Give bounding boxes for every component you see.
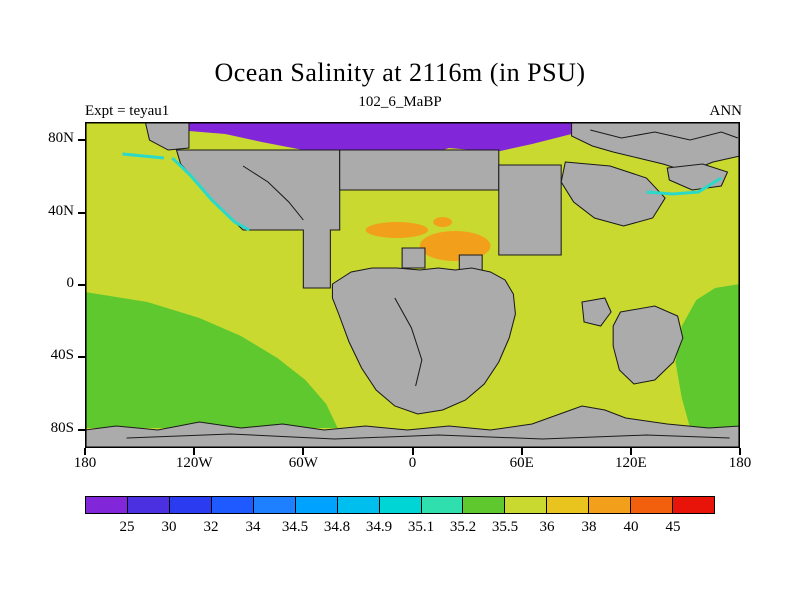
y-axis-tick	[78, 284, 85, 286]
y-axis-tick	[78, 428, 85, 431]
experiment-label: Expt = teyau1	[85, 103, 170, 119]
colorbar-label: 25	[119, 519, 135, 535]
colorbar-segment	[631, 497, 674, 513]
southwest-ocean-35p2-35p5	[85, 292, 338, 428]
coastal-fringe-northwest	[171, 156, 251, 232]
map-svg	[85, 122, 740, 448]
x-axis-label: 60W	[288, 455, 318, 471]
x-axis-tick	[520, 448, 523, 455]
colorbar	[85, 496, 715, 514]
tethys-high-salinity-east	[419, 231, 491, 261]
x-axis-tick	[193, 448, 196, 455]
colorbar-label: 34.5	[281, 519, 309, 535]
coastal-fringe-northeast	[646, 176, 723, 196]
y-axis-label: 80S	[50, 419, 74, 436]
y-axis-label: 40N	[48, 202, 74, 219]
colorbar-segment	[505, 497, 548, 513]
x-axis-label: 180	[73, 455, 97, 471]
tethys-high-salinity-small	[433, 217, 453, 227]
land-india-island	[581, 297, 612, 327]
y-axis-label: 0	[66, 275, 75, 291]
land-gondwana	[331, 267, 516, 415]
colorbar-segment	[463, 497, 506, 513]
land-gulf-island	[401, 247, 426, 269]
land-australia	[612, 305, 684, 385]
colorbar-label: 34.9	[365, 519, 393, 535]
x-axis-label: 180	[728, 455, 752, 471]
land-europe-block	[498, 164, 562, 256]
map-frame	[85, 122, 740, 448]
colorbar-segment	[295, 497, 338, 513]
colorbar-segment	[673, 497, 715, 513]
plot-title: Ocean Salinity at 2116m (in PSU)	[214, 58, 586, 87]
colorbar-label: 36	[539, 519, 555, 535]
y-axis-tick	[78, 211, 85, 214]
colorbar-segment	[211, 497, 254, 513]
colorbar-segment	[589, 497, 632, 513]
southeast-ocean-35p2-35p5	[675, 284, 740, 428]
land-asia-east	[560, 161, 666, 227]
x-axis-tick	[84, 448, 86, 455]
colorbar-segment	[337, 497, 380, 513]
land-arctic-east	[571, 122, 740, 173]
y-axis-label: 80N	[48, 130, 74, 147]
colorbar-segment	[253, 497, 296, 513]
coastline-overlay-arctic	[590, 129, 739, 141]
colorbar-segment	[86, 497, 128, 513]
colorbar-label: 35.5	[491, 519, 519, 535]
colorbar-label: 30	[161, 519, 177, 535]
colorbar-segment	[547, 497, 590, 513]
colorbar-segment	[379, 497, 422, 513]
coastline-overlay-west	[242, 165, 304, 221]
land-laurasia-top	[339, 149, 500, 191]
colorbar-segment	[169, 497, 212, 513]
coastal-fringe-topleft	[122, 152, 165, 160]
colorbar-label: 38	[581, 519, 597, 535]
x-axis-tick	[739, 448, 741, 455]
coastline-overlay-gondwana	[394, 297, 423, 387]
colorbar-label: 34	[245, 519, 261, 535]
coastline-overlay-antarctica	[126, 433, 730, 440]
y-axis-label: 40S	[50, 347, 74, 364]
arctic-ocean-below-25	[188, 123, 572, 158]
colorbar-label: 40	[623, 519, 639, 535]
y-axis-tick	[78, 139, 85, 142]
y-axis-tick	[78, 356, 85, 359]
x-axis-label: 120W	[175, 455, 213, 471]
colorbar-label: 34.8	[323, 519, 351, 535]
x-axis-tick	[302, 448, 305, 455]
season-label: ANN	[709, 103, 743, 119]
colorbar-label: 45	[665, 519, 681, 535]
land-arctic-west	[144, 122, 190, 151]
x-axis-tick	[411, 448, 414, 455]
x-axis-label: 120E	[614, 455, 647, 471]
tethys-high-salinity-west	[365, 222, 429, 238]
colorbar-label: 35.1	[407, 519, 435, 535]
colorbar-segment	[127, 497, 170, 513]
colorbar-segment	[421, 497, 464, 513]
colorbar-label: 35.2	[449, 519, 477, 535]
plot-subtitle: 102_6_MaBP	[358, 94, 442, 110]
x-axis-label: 60E	[509, 455, 534, 471]
colorbar-label: 32	[203, 519, 219, 535]
x-axis-label: 0	[408, 455, 417, 471]
x-axis-tick	[629, 448, 632, 455]
